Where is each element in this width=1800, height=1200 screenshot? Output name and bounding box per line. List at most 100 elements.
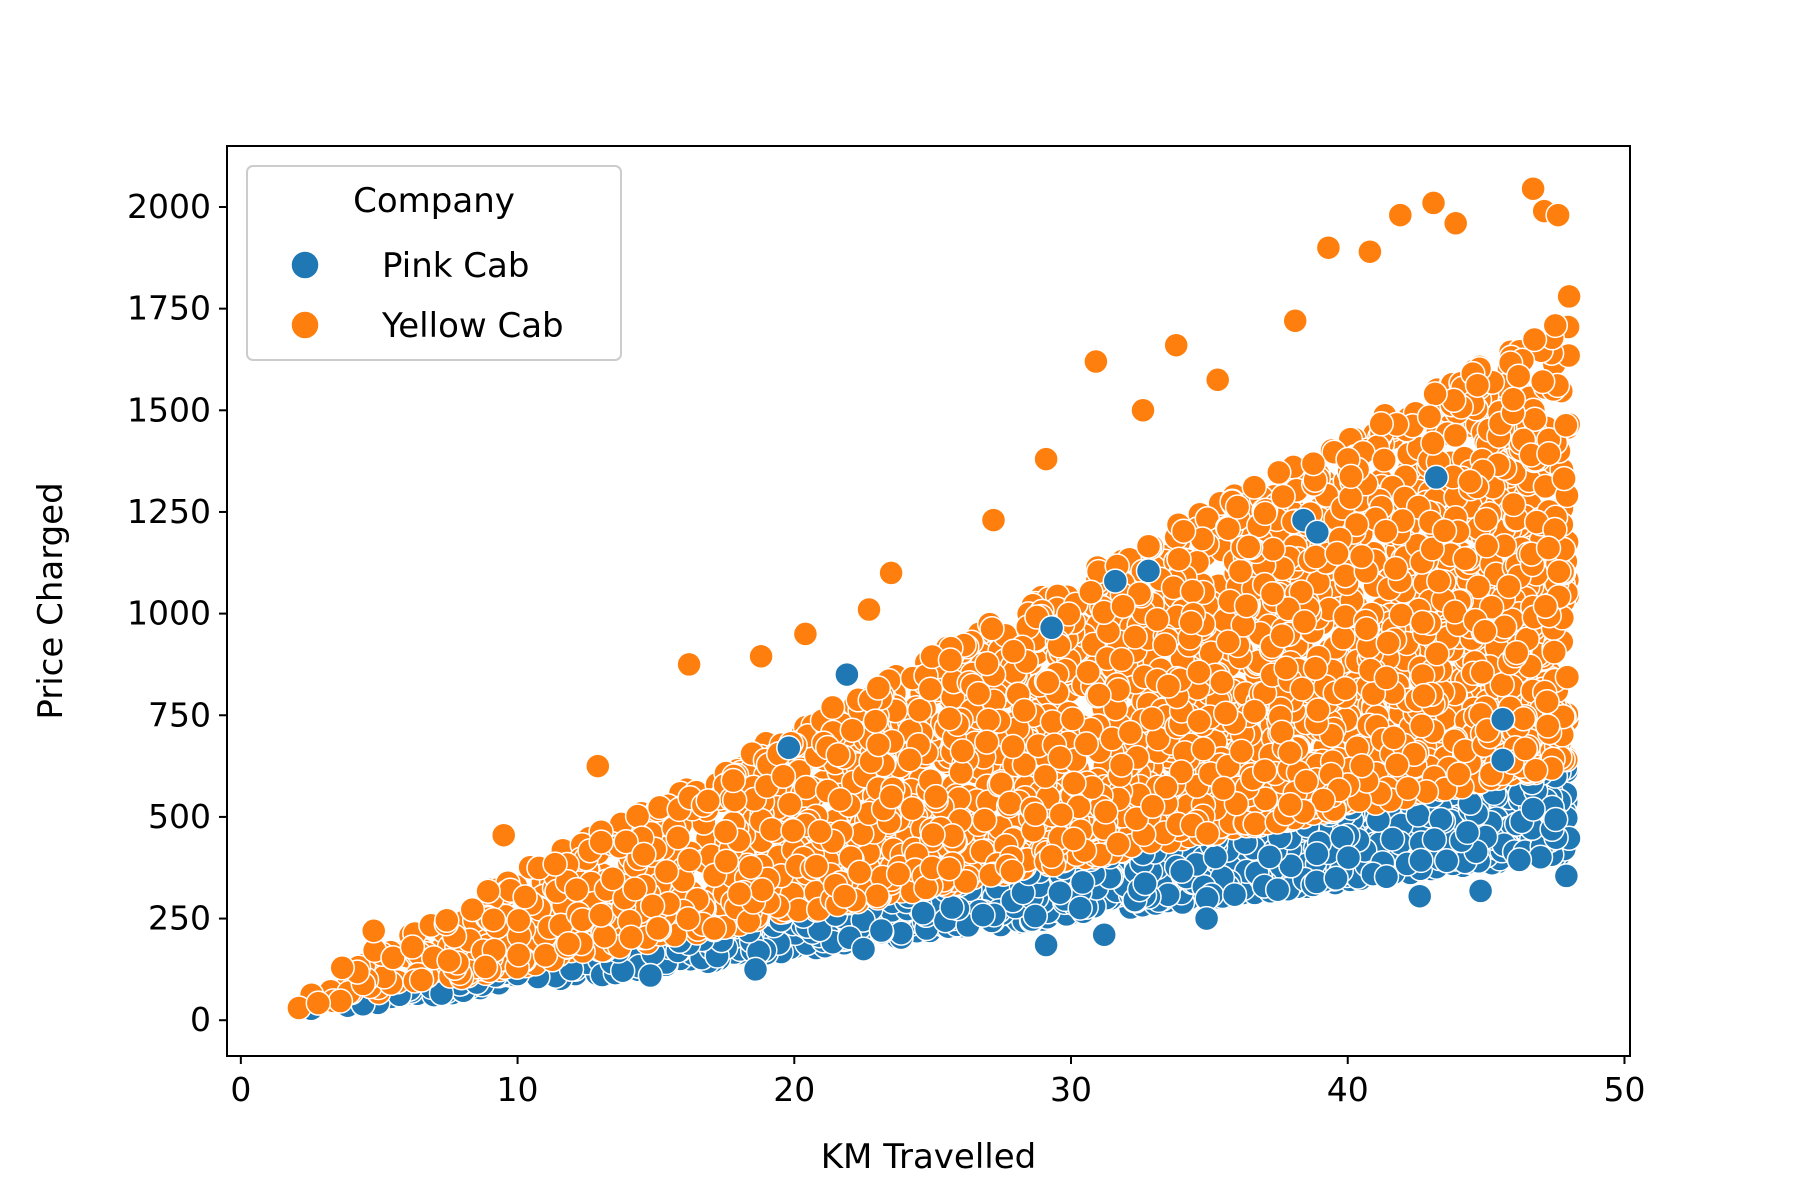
data-point-pink-cab xyxy=(637,962,664,989)
data-point-yellow-cab xyxy=(1144,606,1170,633)
data-point-yellow-cab xyxy=(1251,757,1278,784)
data-point-pink-cab xyxy=(1022,903,1049,929)
data-point-yellow-cab xyxy=(1056,601,1082,627)
data-point-yellow-cab xyxy=(1337,484,1364,511)
data-point-yellow-cab xyxy=(1371,447,1397,473)
data-point-yellow-cab xyxy=(1179,578,1206,605)
data-point-yellow-cab xyxy=(1190,736,1217,762)
data-point-yellow-cab xyxy=(780,817,806,844)
data-point-yellow-cab xyxy=(827,786,853,813)
data-point-yellow-cab xyxy=(1288,579,1315,605)
data-point-yellow-cab xyxy=(1551,465,1577,492)
data-point-yellow-cab xyxy=(653,858,680,885)
x-axis: 0 10 20 30 40 50 xyxy=(230,1056,1645,1109)
data-point-yellow-cab xyxy=(631,841,657,868)
data-point-pink-cab xyxy=(1168,858,1195,885)
data-point-yellow-cab xyxy=(1224,494,1251,520)
data-point-pink-cab xyxy=(1379,826,1406,852)
data-point-yellow-cab xyxy=(906,697,933,723)
data-point-yellow-cab xyxy=(1105,831,1131,857)
data-point-yellow-cab xyxy=(585,753,611,779)
data-point-yellow-cab xyxy=(1382,555,1409,582)
data-point-yellow-cab xyxy=(1210,775,1237,802)
data-point-yellow-cab xyxy=(839,717,866,743)
data-point-pink-cab xyxy=(1304,841,1330,867)
data-point-yellow-cab xyxy=(971,807,998,833)
data-point-yellow-cab xyxy=(1078,579,1104,605)
data-point-yellow-cab xyxy=(1277,739,1303,766)
data-point-yellow-cab xyxy=(831,883,858,909)
data-point-yellow-cab xyxy=(1300,450,1327,477)
x-tick-label: 20 xyxy=(773,1070,815,1109)
data-point-yellow-cab xyxy=(695,788,721,814)
data-point-pink-cab xyxy=(1553,863,1580,889)
data-point-yellow-cab xyxy=(1260,536,1286,563)
data-point-yellow-cab xyxy=(1186,708,1212,735)
data-point-yellow-cab xyxy=(1139,705,1165,732)
data-point-yellow-cab xyxy=(726,880,753,907)
data-point-yellow-cab xyxy=(1388,602,1414,628)
data-point-yellow-cab xyxy=(1022,801,1049,828)
data-point-yellow-cab xyxy=(436,947,462,974)
data-point-pink-cab xyxy=(850,936,877,962)
data-point-yellow-cab xyxy=(748,643,774,670)
data-point-yellow-cab xyxy=(305,990,332,1016)
data-point-yellow-cab xyxy=(1130,397,1156,424)
data-point-yellow-cab xyxy=(480,906,507,933)
data-point-yellow-cab xyxy=(1542,312,1569,339)
data-point-yellow-cab xyxy=(865,675,892,701)
data-point-yellow-cab xyxy=(1233,592,1260,619)
data-point-yellow-cab xyxy=(399,934,426,960)
data-point-yellow-cab xyxy=(1059,706,1086,732)
data-point-yellow-cab xyxy=(1373,518,1399,544)
data-point-yellow-cab xyxy=(980,507,1007,533)
data-point-yellow-cab xyxy=(899,795,926,822)
data-point-yellow-cab xyxy=(1282,308,1308,334)
data-point-yellow-cab xyxy=(865,731,892,758)
data-point-yellow-cab xyxy=(878,560,904,586)
data-point-yellow-cab xyxy=(563,876,590,903)
data-point-yellow-cab xyxy=(1546,559,1572,585)
data-point-yellow-cab xyxy=(878,784,905,810)
data-point-yellow-cab xyxy=(1241,474,1268,500)
data-point-pink-cab xyxy=(1406,883,1433,909)
data-point-pink-cab xyxy=(1542,806,1569,833)
data-point-yellow-cab xyxy=(1411,682,1437,709)
data-point-yellow-cab xyxy=(862,708,889,734)
data-point-pink-cab xyxy=(776,735,802,761)
data-point-yellow-cab xyxy=(1086,682,1112,708)
data-point-yellow-cab xyxy=(1122,624,1148,650)
data-point-yellow-cab xyxy=(1324,540,1350,567)
data-point-yellow-cab xyxy=(1033,446,1059,472)
data-point-yellow-cab xyxy=(1252,500,1278,527)
data-point-yellow-cab xyxy=(1529,368,1556,395)
plot-frame xyxy=(226,145,1631,1057)
data-point-yellow-cab xyxy=(1521,326,1548,353)
data-point-yellow-cab xyxy=(1266,459,1292,486)
legend-title: Company xyxy=(353,181,515,221)
data-point-yellow-cab xyxy=(1000,638,1027,665)
data-point-yellow-cab xyxy=(1153,774,1179,801)
data-point-yellow-cab xyxy=(1348,543,1375,570)
data-point-yellow-cab xyxy=(1241,698,1268,725)
data-point-yellow-cab xyxy=(490,822,517,848)
data-point-yellow-cab xyxy=(588,902,614,928)
data-point-yellow-cab xyxy=(712,819,739,845)
data-point-yellow-cab xyxy=(1373,665,1400,691)
data-point-yellow-cab xyxy=(737,854,764,880)
data-point-yellow-cab xyxy=(675,905,701,932)
data-point-yellow-cab xyxy=(1464,372,1491,398)
data-point-yellow-cab xyxy=(1310,787,1336,813)
data-point-pink-cab xyxy=(1135,558,1162,584)
data-point-yellow-cab xyxy=(1522,757,1549,784)
data-point-pink-cab xyxy=(1421,826,1448,853)
data-point-yellow-cab xyxy=(1452,545,1478,572)
data-point-yellow-cab xyxy=(856,596,882,623)
data-point-yellow-cab xyxy=(1375,630,1401,656)
data-point-yellow-cab xyxy=(999,858,1025,884)
data-point-yellow-cab xyxy=(329,955,355,981)
legend-marker-pink-cab xyxy=(290,250,320,280)
data-point-pink-cab xyxy=(1423,464,1450,491)
data-point-yellow-cab xyxy=(591,923,618,949)
